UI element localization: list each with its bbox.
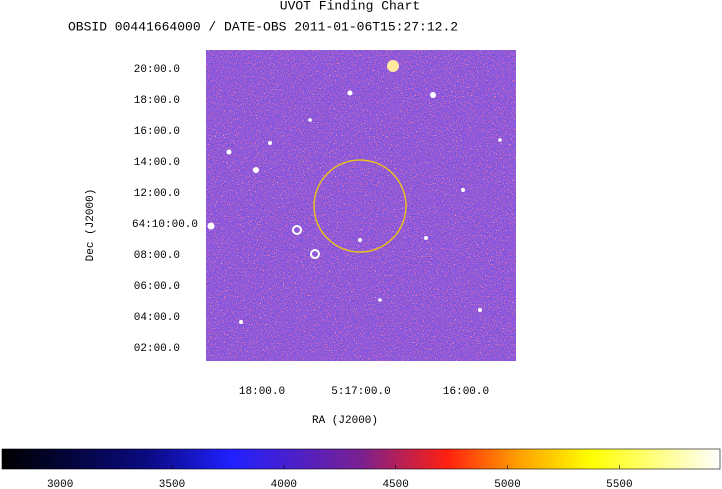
colorbar-tick-label: 3500 xyxy=(159,479,185,489)
y-tick-label: 06:00.0 xyxy=(134,281,180,293)
y-tick-label: 16:00.0 xyxy=(134,126,180,138)
source-circle xyxy=(313,159,407,253)
x-tick-label: 18:00.0 xyxy=(239,386,285,398)
chart-subtitle: OBSID 00441664000 / DATE-OBS 2011-01-06T… xyxy=(68,19,458,34)
colorbar-tick-label: 5000 xyxy=(494,479,520,489)
y-axis-label: Dec (J2000) xyxy=(85,189,97,262)
sky-image xyxy=(206,50,516,361)
x-tick-label: 5:17:00.0 xyxy=(331,386,390,398)
y-tick-label: 20:00.0 xyxy=(134,64,180,76)
x-tick-label: 16:00.0 xyxy=(443,386,489,398)
y-tick-label: 14:00.0 xyxy=(134,157,180,169)
colorbar-tick-label: 4000 xyxy=(271,479,297,489)
y-tick-label: 18:00.0 xyxy=(134,95,180,107)
y-tick-label: 64:10:00.0 xyxy=(132,219,198,231)
x-axis-label: RA (J2000) xyxy=(312,415,378,427)
colorbar xyxy=(1,448,721,470)
y-tick-label: 04:00.0 xyxy=(134,312,180,324)
colorbar-tick-label: 4500 xyxy=(382,479,408,489)
sky-noise xyxy=(206,50,516,361)
stars xyxy=(207,60,502,324)
y-tick-label: 02:00.0 xyxy=(134,343,180,355)
colorbar-tick-label: 3000 xyxy=(47,479,73,489)
colorbar-tick-label: 5500 xyxy=(606,479,632,489)
chart-title: UVOT Finding Chart xyxy=(280,0,420,13)
y-tick-label: 12:00.0 xyxy=(134,188,180,200)
y-tick-label: 08:00.0 xyxy=(134,250,180,262)
